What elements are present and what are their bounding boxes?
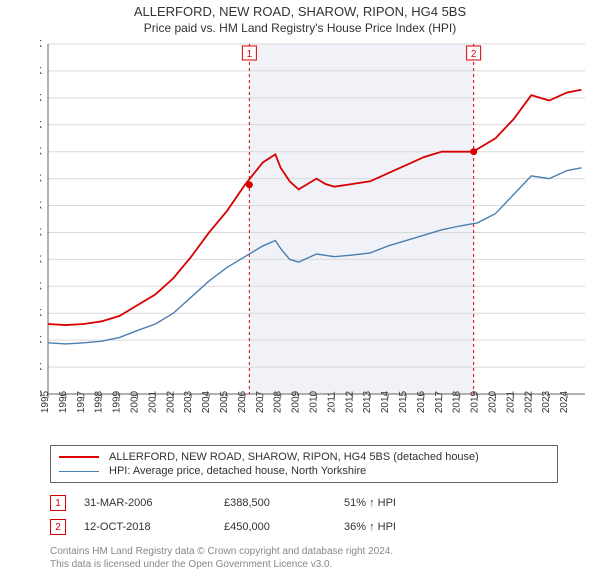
sale-price: £388,500 <box>224 497 344 509</box>
svg-text:2021: 2021 <box>505 390 516 413</box>
sale-pct: 36% ↑ HPI <box>344 521 464 533</box>
svg-text:2008: 2008 <box>273 390 284 413</box>
sale-pct: 51% ↑ HPI <box>344 497 464 509</box>
svg-text:2000: 2000 <box>130 390 141 413</box>
sale-price: £450,000 <box>224 521 344 533</box>
svg-text:£350K: £350K <box>40 201 42 212</box>
svg-text:2020: 2020 <box>488 390 499 413</box>
svg-text:2007: 2007 <box>255 390 266 413</box>
svg-text:£600K: £600K <box>40 66 42 77</box>
chart-container: ALLERFORD, NEW ROAD, SHAROW, RIPON, HG4 … <box>0 4 600 564</box>
svg-text:£550K: £550K <box>40 93 42 104</box>
svg-text:2002: 2002 <box>165 390 176 413</box>
svg-text:2018: 2018 <box>452 390 463 413</box>
svg-text:2006: 2006 <box>237 390 248 413</box>
svg-text:£150K: £150K <box>40 308 42 319</box>
svg-text:£400K: £400K <box>40 174 42 185</box>
svg-text:£250K: £250K <box>40 254 42 265</box>
sale-date: 31-MAR-2006 <box>84 497 224 509</box>
line-chart: £0£50K£100K£150K£200K£250K£300K£350K£400… <box>40 39 585 419</box>
sale-marker: 1 <box>50 495 66 511</box>
svg-text:1: 1 <box>247 49 253 60</box>
legend-item: HPI: Average price, detached house, Nort… <box>59 464 549 478</box>
svg-text:£100K: £100K <box>40 335 42 346</box>
svg-text:2019: 2019 <box>470 390 481 413</box>
legend-item: ALLERFORD, NEW ROAD, SHAROW, RIPON, HG4 … <box>59 450 549 464</box>
svg-text:1996: 1996 <box>58 390 69 413</box>
chart-area: £0£50K£100K£150K£200K£250K£300K£350K£400… <box>40 39 600 439</box>
chart-title: ALLERFORD, NEW ROAD, SHAROW, RIPON, HG4 … <box>0 4 600 19</box>
legend-swatch <box>59 471 99 472</box>
svg-text:£300K: £300K <box>40 227 42 238</box>
svg-text:£200K: £200K <box>40 281 42 292</box>
svg-text:2017: 2017 <box>434 390 445 413</box>
svg-text:1997: 1997 <box>76 390 87 413</box>
footer-attribution: Contains HM Land Registry data © Crown c… <box>50 545 600 571</box>
sales-table: 1 31-MAR-2006£388,50051% ↑ HPI 2 12-OCT-201… <box>50 491 600 539</box>
svg-text:2004: 2004 <box>201 390 212 413</box>
svg-text:1998: 1998 <box>94 390 105 413</box>
svg-text:1995: 1995 <box>40 390 51 413</box>
svg-text:2001: 2001 <box>147 390 158 413</box>
sale-date: 12-OCT-2018 <box>84 521 224 533</box>
legend: ALLERFORD, NEW ROAD, SHAROW, RIPON, HG4 … <box>50 445 558 483</box>
svg-text:2024: 2024 <box>559 390 570 413</box>
legend-swatch <box>59 456 99 458</box>
chart-subtitle: Price paid vs. HM Land Registry's House … <box>0 21 600 35</box>
svg-text:2013: 2013 <box>362 390 373 413</box>
svg-text:£650K: £650K <box>40 39 42 50</box>
svg-text:2009: 2009 <box>291 390 302 413</box>
svg-text:2016: 2016 <box>416 390 427 413</box>
sale-marker: 2 <box>50 519 66 535</box>
svg-text:2022: 2022 <box>523 390 534 413</box>
sale-row: 1 31-MAR-2006£388,50051% ↑ HPI <box>50 491 600 515</box>
svg-text:2023: 2023 <box>541 390 552 413</box>
legend-label: ALLERFORD, NEW ROAD, SHAROW, RIPON, HG4 … <box>109 451 479 463</box>
svg-text:2014: 2014 <box>380 390 391 413</box>
svg-text:£450K: £450K <box>40 147 42 158</box>
svg-text:2005: 2005 <box>219 390 230 413</box>
svg-text:2: 2 <box>471 49 477 60</box>
svg-text:1999: 1999 <box>112 390 123 413</box>
footer-line-1: Contains HM Land Registry data © Crown c… <box>50 545 600 558</box>
svg-text:2012: 2012 <box>344 390 355 413</box>
legend-label: HPI: Average price, detached house, Nort… <box>109 465 366 477</box>
svg-text:£500K: £500K <box>40 120 42 131</box>
sale-row: 2 12-OCT-2018£450,00036% ↑ HPI <box>50 515 600 539</box>
svg-text:2011: 2011 <box>326 391 337 413</box>
svg-text:2015: 2015 <box>398 390 409 413</box>
svg-text:2003: 2003 <box>183 390 194 413</box>
svg-text:2010: 2010 <box>309 390 320 413</box>
svg-text:£50K: £50K <box>40 362 42 373</box>
